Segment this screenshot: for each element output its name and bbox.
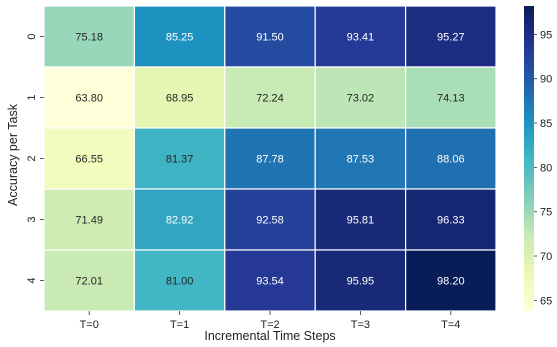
y-tick-label: 4 — [26, 277, 38, 283]
heatmap-cells: 75.18 85.25 91.50 93.41 95.27 63.80 68.95 72.24… — [43, 5, 497, 312]
y-axis-label: Accuracy per Task — [6, 103, 20, 206]
cell-value-label: 87.78 — [256, 154, 284, 166]
cell-value-label: 93.54 — [256, 276, 284, 288]
y-axis-ticks: 0 1 2 3 4 — [26, 33, 44, 284]
cell-value-label: 68.95 — [166, 93, 194, 105]
cell-value-label: 71.49 — [75, 215, 103, 227]
y-tick-label: 0 — [26, 33, 38, 39]
colorbar-tick-label: 90 — [540, 74, 552, 86]
heatmap-cell — [224, 5, 316, 68]
cell-value-label: 92.58 — [256, 215, 284, 227]
heatmap-cell — [224, 66, 316, 129]
heatmap-cell — [43, 249, 136, 312]
heatmap-cell — [405, 188, 497, 251]
heatmap-cell — [133, 5, 226, 68]
colorbar — [524, 6, 534, 311]
heatmap-cell — [133, 188, 226, 251]
y-tick-label: 1 — [26, 94, 38, 100]
x-tick-label: T=3 — [351, 319, 370, 331]
x-axis-label: Incremental Time Steps — [204, 329, 335, 343]
cell-value-label: 82.92 — [166, 215, 194, 227]
cell-value-label: 88.06 — [437, 154, 465, 166]
heatmap-cell — [133, 249, 226, 312]
colorbar-tick-label: 75 — [540, 207, 552, 219]
x-tick-label: T=1 — [170, 319, 189, 331]
y-tick-label: 3 — [26, 216, 38, 222]
cell-value-label: 72.01 — [75, 276, 103, 288]
heatmap-cell — [314, 127, 407, 190]
cell-value-label: 93.41 — [347, 32, 375, 44]
cell-value-label: 96.33 — [437, 215, 465, 227]
colorbar-tick-label: 80 — [540, 162, 552, 174]
y-tick-label: 2 — [26, 155, 38, 161]
colorbar-ticks: 65 70 75 80 85 90 95 — [534, 29, 552, 307]
cell-value-label: 95.95 — [347, 276, 375, 288]
cell-value-label: 63.80 — [75, 93, 103, 105]
cell-value-label: 73.02 — [347, 93, 375, 105]
heatmap-cell — [224, 249, 316, 312]
cell-value-label: 87.53 — [347, 154, 375, 166]
cell-value-label: 85.25 — [166, 32, 194, 44]
heatmap-cell — [224, 188, 316, 251]
cell-value-label: 66.55 — [75, 154, 103, 166]
colorbar-tick-label: 70 — [540, 251, 552, 263]
x-tick-label: T=0 — [80, 319, 99, 331]
cell-value-label: 81.37 — [166, 154, 194, 166]
cell-value-label: 81.00 — [166, 276, 194, 288]
heatmap-cell — [43, 5, 136, 68]
x-axis-ticks: T=0 T=1 T=2 T=3 T=4 — [80, 311, 460, 331]
heatmap-cell — [314, 188, 407, 251]
cell-value-label: 98.20 — [437, 276, 465, 288]
cell-value-label: 91.50 — [256, 32, 284, 44]
cell-value-label: 74.13 — [437, 93, 465, 105]
heatmap-cell — [405, 66, 497, 129]
heatmap-cell — [405, 249, 497, 312]
cell-value-label: 95.27 — [437, 32, 465, 44]
x-tick-label: T=4 — [441, 319, 460, 331]
colorbar-tick-label: 95 — [540, 29, 552, 41]
heatmap-cell — [133, 127, 226, 190]
cell-value-label: 75.18 — [75, 32, 103, 44]
cell-value-label: 95.81 — [347, 215, 375, 227]
colorbar-tick-label: 65 — [540, 295, 552, 307]
x-tick-label: T=2 — [260, 319, 279, 331]
colorbar-tick-label: 85 — [540, 118, 552, 130]
cell-value-label: 72.24 — [256, 93, 284, 105]
